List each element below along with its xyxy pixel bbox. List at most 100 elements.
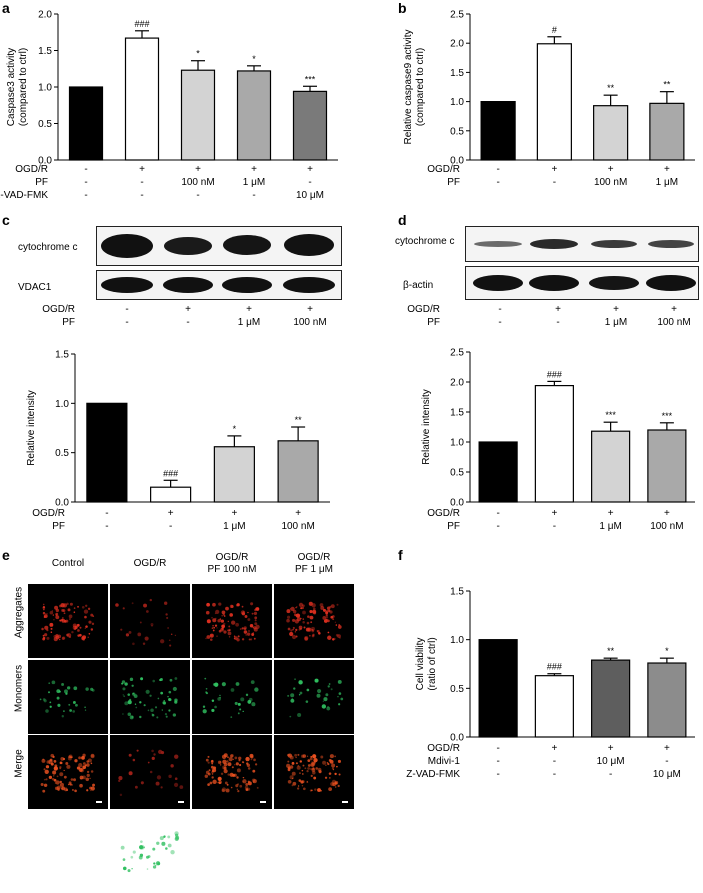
fluorescence-speck (157, 697, 160, 700)
fluorescence-speck (325, 615, 329, 619)
fluorescence-speck (217, 619, 221, 623)
fluorescence-speck (163, 835, 166, 838)
fluorescence-speck (287, 753, 290, 757)
microscopy-panel-e: Control OGD/R OGD/R PF 100 nM OGD/R PF 1 μ… (0, 550, 365, 873)
y-label-line2: (ratio of ctrl) (427, 637, 438, 690)
fluorescence-speck (207, 761, 210, 764)
fluorescence-speck (43, 783, 48, 788)
fluorescence-speck (305, 627, 310, 632)
fluorescence-speck (337, 625, 342, 629)
fluorescence-speck (287, 627, 291, 631)
fluorescence-speck (161, 709, 163, 711)
bar (593, 105, 629, 161)
western-blot-d: cytochrome c β-actin OGD/R - + + + PF - - 1 μM 10… (395, 222, 703, 332)
fluorescence-speck (332, 615, 335, 618)
fluorescence-speck (248, 638, 251, 641)
band-label-cytochrome-c-d: cytochrome c (395, 236, 455, 247)
blot-bands-vdac1 (101, 277, 335, 293)
fluorescence-speck (167, 843, 172, 848)
fluorescence-speck (73, 778, 77, 782)
fluorescence-speck (81, 756, 85, 760)
fluorescence-speck (49, 762, 51, 765)
fluorescence-speck (79, 775, 84, 780)
condition-value: + (664, 743, 670, 754)
fluorescence-speck (311, 626, 316, 631)
fluorescence-speck (73, 611, 76, 613)
fluorescence-speck (211, 771, 214, 774)
condition-value: 100 nM (281, 521, 314, 532)
fluorescence-speck (336, 765, 338, 768)
fluorescence-speck (44, 768, 46, 770)
fluorescence-speck (115, 603, 119, 607)
significance-label: * (196, 49, 200, 59)
fluorescence-speck (49, 701, 52, 704)
fluorescence-speck (78, 763, 83, 768)
fluorescence-speck (167, 696, 169, 698)
scale-bar (260, 801, 266, 803)
blot-strip-cytochrome-c-d (465, 226, 699, 262)
condition-value: + (664, 508, 670, 519)
fluorescence-speck (51, 680, 56, 685)
fluorescence-speck (211, 773, 214, 775)
fluorescence-speck (304, 767, 307, 770)
fluorescence-speck (170, 850, 175, 855)
fluorescence-speck (70, 778, 74, 781)
panel-label-c: c (2, 212, 10, 228)
fluorescence-speck (122, 607, 125, 610)
condition-value: + (295, 508, 301, 519)
fluorescence-speck (58, 638, 61, 641)
bar (180, 69, 216, 161)
fluorescence-speck (140, 677, 144, 681)
y-tick-label: 0.5 (55, 448, 69, 459)
fluorescence-speck (295, 635, 298, 638)
fluorescence-speck (124, 701, 129, 706)
fluorescence-speck (223, 615, 226, 617)
fluorescence-speck (69, 618, 71, 620)
fluorescence-speck (311, 628, 314, 631)
fluorescence-speck (223, 630, 227, 634)
fluorescence-speck (127, 712, 132, 716)
panel-label-a: a (2, 0, 10, 16)
fluorescence-speck (287, 779, 292, 784)
fluorescence-speck (299, 760, 303, 763)
fluorescence-speck (133, 694, 138, 699)
fluorescence-speck (253, 758, 256, 762)
significance-label: ** (607, 646, 615, 656)
fluorescence-speck (230, 753, 234, 758)
fluorescence-speck (247, 618, 251, 622)
y-axis-label: Cell viability (ratio of ctrl) (415, 637, 438, 690)
row-title-merge: Merge (13, 749, 25, 778)
condition-name: OGD/R (32, 508, 65, 519)
fluorescence-speck (45, 765, 50, 769)
band (283, 277, 335, 293)
fluorescence-speck (41, 627, 44, 631)
fluorescence-speck (227, 773, 230, 776)
fluorescence-signal (41, 602, 95, 642)
fluorescence-speck (63, 769, 65, 772)
column-title-control: Control (51, 558, 85, 569)
condition-name: Z-VAD-FMK (0, 190, 48, 201)
fluorescence-speck (311, 767, 315, 771)
fluorescence-speck (238, 756, 242, 760)
fluorescence-speck (242, 776, 245, 779)
fluorescence-speck (294, 678, 296, 680)
fluorescence-speck (230, 716, 233, 718)
fluorescence-speck (231, 620, 236, 625)
condition-name: Z-VAD-FMK (406, 769, 460, 780)
blot-strip-beta-actin (465, 266, 699, 300)
bar (292, 90, 328, 161)
condition-value: 10 μM (296, 190, 324, 201)
fluorescence-speck (122, 858, 126, 861)
y-tick-label: 2.5 (450, 10, 464, 21)
fluorescence-speck (239, 628, 242, 630)
fluorescence-speck (90, 789, 92, 792)
blot-c-conditions: OGD/R - + + + PF - - 1 μM 100 nM (42, 304, 326, 328)
condition-value: 1 μM (605, 317, 627, 328)
bar (213, 446, 255, 503)
micrograph-tile (192, 660, 272, 734)
fluorescence-speck (254, 687, 259, 692)
condition-value: + (664, 164, 670, 175)
fluorescence-speck (56, 775, 59, 778)
fluorescence-speck (61, 715, 64, 718)
fluorescence-speck (338, 703, 341, 706)
